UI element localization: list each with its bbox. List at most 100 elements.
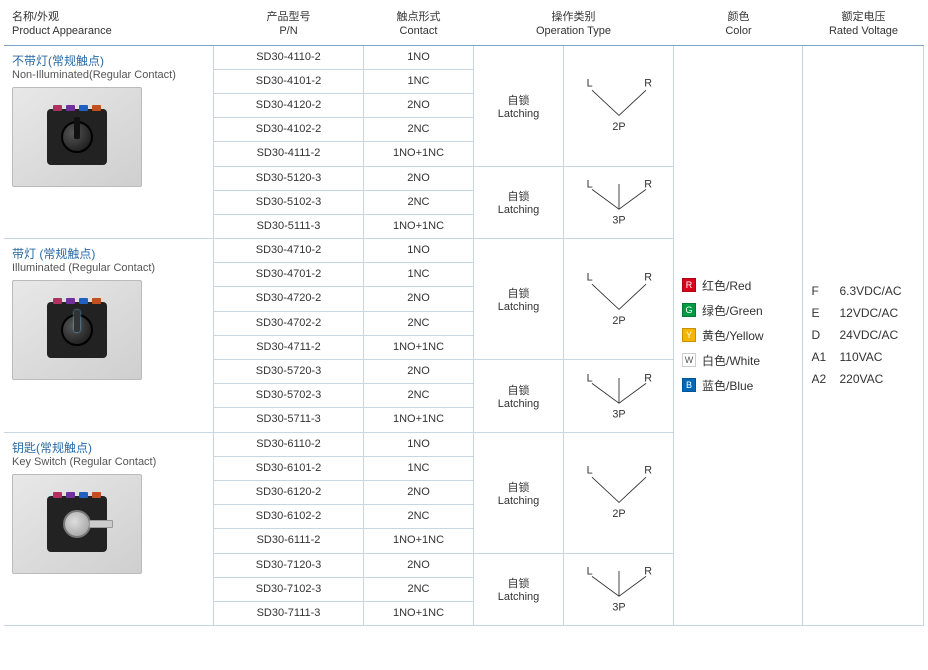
table-row: SD30-7120-3 2NO: [214, 554, 474, 578]
position-diagram-2p: L R 2P: [574, 74, 664, 137]
cell-contact: 1NO: [364, 433, 474, 456]
header-color: 颜色 Color: [674, 4, 804, 45]
terminals-icon: [53, 105, 101, 111]
table-row: SD30-4702-2 2NC: [214, 312, 474, 336]
table-row: SD30-4102-2 2NC: [214, 118, 474, 142]
svg-text:L: L: [586, 179, 592, 191]
voltage-label: 12VDC/AC: [839, 306, 898, 320]
cell-contact: 1NO+1NC: [364, 142, 474, 165]
table-body: 不带灯(常规触点) Non-Illuminated(Regular Contac…: [4, 46, 924, 627]
header-voltage: 额定电压 Rated Voltage: [804, 4, 924, 45]
operation-cn: 自锁: [508, 92, 530, 108]
appearance-cell: 钥匙(常规触点) Key Switch (Regular Contact): [4, 433, 214, 626]
group-title-en: Key Switch (Regular Contact): [12, 456, 205, 468]
table-row: SD30-7111-3 1NO+1NC: [214, 602, 474, 625]
table-row: SD30-6120-2 2NO: [214, 481, 474, 505]
svg-text:2P: 2P: [612, 121, 625, 133]
color-label: 绿色/Green: [702, 302, 763, 319]
header-appearance-en: Product Appearance: [12, 24, 209, 38]
svg-text:2P: 2P: [612, 314, 625, 326]
diagram-cell: L R 2P: [564, 239, 674, 360]
group-rows: SD30-6110-2 1NO SD30-6101-2 1NC SD30-612…: [214, 433, 674, 626]
group-title-cn: 带灯 (常规触点): [12, 245, 205, 262]
selector-knob-icon: [61, 314, 93, 346]
table-row: SD30-6110-2 1NO: [214, 433, 474, 457]
svg-text:2P: 2P: [612, 508, 625, 520]
color-option: Y 黄色/Yellow: [682, 323, 794, 348]
cell-pn: SD30-7102-3: [214, 578, 364, 601]
row-section: SD30-7120-3 2NO SD30-7102-3 2NC SD30-711…: [214, 554, 674, 626]
svg-text:L: L: [586, 372, 592, 384]
cell-contact: 1NO+1NC: [364, 529, 474, 552]
svg-text:L: L: [586, 566, 592, 578]
cell-contact: 1NO: [364, 239, 474, 262]
voltage-option: E 12VDC/AC: [811, 302, 915, 324]
voltage-label: 110VAC: [839, 350, 882, 364]
appearance-cell: 带灯 (常规触点) Illuminated (Regular Contact): [4, 239, 214, 432]
cell-contact: 1NO+1NC: [364, 336, 474, 359]
cell-pn: SD30-6101-2: [214, 457, 364, 480]
cell-contact: 2NC: [364, 312, 474, 335]
cell-pn: SD30-5111-3: [214, 215, 364, 238]
left-groups: 不带灯(常规触点) Non-Illuminated(Regular Contac…: [4, 46, 674, 627]
cell-contact: 2NC: [364, 578, 474, 601]
svg-text:3P: 3P: [612, 408, 625, 420]
product-body-icon: [47, 496, 107, 552]
color-label: 白色/White: [702, 352, 760, 369]
cell-contact: 1NC: [364, 70, 474, 93]
key-cylinder-icon: [63, 510, 91, 538]
header-pn-cn: 产品型号: [218, 10, 359, 24]
product-body-icon: [47, 302, 107, 358]
cell-pn: SD30-5120-3: [214, 167, 364, 190]
operation-en: Latching: [498, 495, 540, 507]
cell-contact: 1NC: [364, 457, 474, 480]
operation-en: Latching: [498, 108, 540, 120]
operation-cell: 自锁 Latching: [474, 554, 564, 626]
header-contact: 触点形式 Contact: [364, 4, 474, 45]
operation-en: Latching: [498, 301, 540, 313]
color-swatch-icon: R: [682, 278, 696, 292]
table-row: SD30-4711-2 1NO+1NC: [214, 336, 474, 360]
right-shared: R 红色/Red G 绿色/Green Y 黄色/Yellow W 白色/Whi…: [674, 46, 924, 627]
position-diagram-3p: L R 3P: [574, 175, 664, 229]
color-list: R 红色/Red G 绿色/Green Y 黄色/Yellow W 白色/Whi…: [674, 46, 803, 626]
operation-cell: 自锁 Latching: [474, 239, 564, 360]
product-body-icon: [47, 109, 107, 165]
cell-pn: SD30-6111-2: [214, 529, 364, 552]
cell-pn: SD30-5711-3: [214, 408, 364, 431]
table-row: SD30-5102-3 2NC: [214, 191, 474, 215]
voltage-option: A2 220VAC: [811, 368, 915, 390]
svg-text:3P: 3P: [612, 215, 625, 227]
row-section: SD30-6110-2 1NO SD30-6101-2 1NC SD30-612…: [214, 433, 674, 554]
cell-contact: 2NC: [364, 384, 474, 407]
cell-pn: SD30-6120-2: [214, 481, 364, 504]
voltage-code: A2: [811, 372, 833, 386]
cell-contact: 2NO: [364, 554, 474, 577]
operation-cell: 自锁 Latching: [474, 46, 564, 167]
header-appearance: 名称/外观 Product Appearance: [4, 4, 214, 45]
section-rows: SD30-5720-3 2NO SD30-5702-3 2NC SD30-571…: [214, 360, 474, 432]
cell-pn: SD30-4702-2: [214, 312, 364, 335]
voltage-option: A1 110VAC: [811, 346, 915, 368]
product-group: 钥匙(常规触点) Key Switch (Regular Contact) SD…: [4, 433, 674, 627]
position-diagram-3p: L R 3P: [574, 369, 664, 423]
operation-cell: 自锁 Latching: [474, 433, 564, 554]
diagram-cell: L R 3P: [564, 167, 674, 239]
table-row: SD30-5120-3 2NO: [214, 167, 474, 191]
diagram-cell: L R 3P: [564, 554, 674, 626]
table-row: SD30-4720-2 2NO: [214, 287, 474, 311]
cell-contact: 2NO: [364, 167, 474, 190]
table-row: SD30-4701-2 1NC: [214, 263, 474, 287]
svg-text:3P: 3P: [612, 602, 625, 614]
group-title-en: Non-Illuminated(Regular Contact): [12, 69, 205, 81]
cell-pn: SD30-4102-2: [214, 118, 364, 141]
cell-pn: SD30-5102-3: [214, 191, 364, 214]
terminals-icon: [53, 298, 101, 304]
cell-pn: SD30-6102-2: [214, 505, 364, 528]
header-appearance-cn: 名称/外观: [12, 10, 209, 24]
cell-contact: 2NO: [364, 287, 474, 310]
section-rows: SD30-5120-3 2NO SD30-5102-3 2NC SD30-511…: [214, 167, 474, 239]
color-swatch-icon: Y: [682, 328, 696, 342]
table-row: SD30-6101-2 1NC: [214, 457, 474, 481]
voltage-option: D 24VDC/AC: [811, 324, 915, 346]
